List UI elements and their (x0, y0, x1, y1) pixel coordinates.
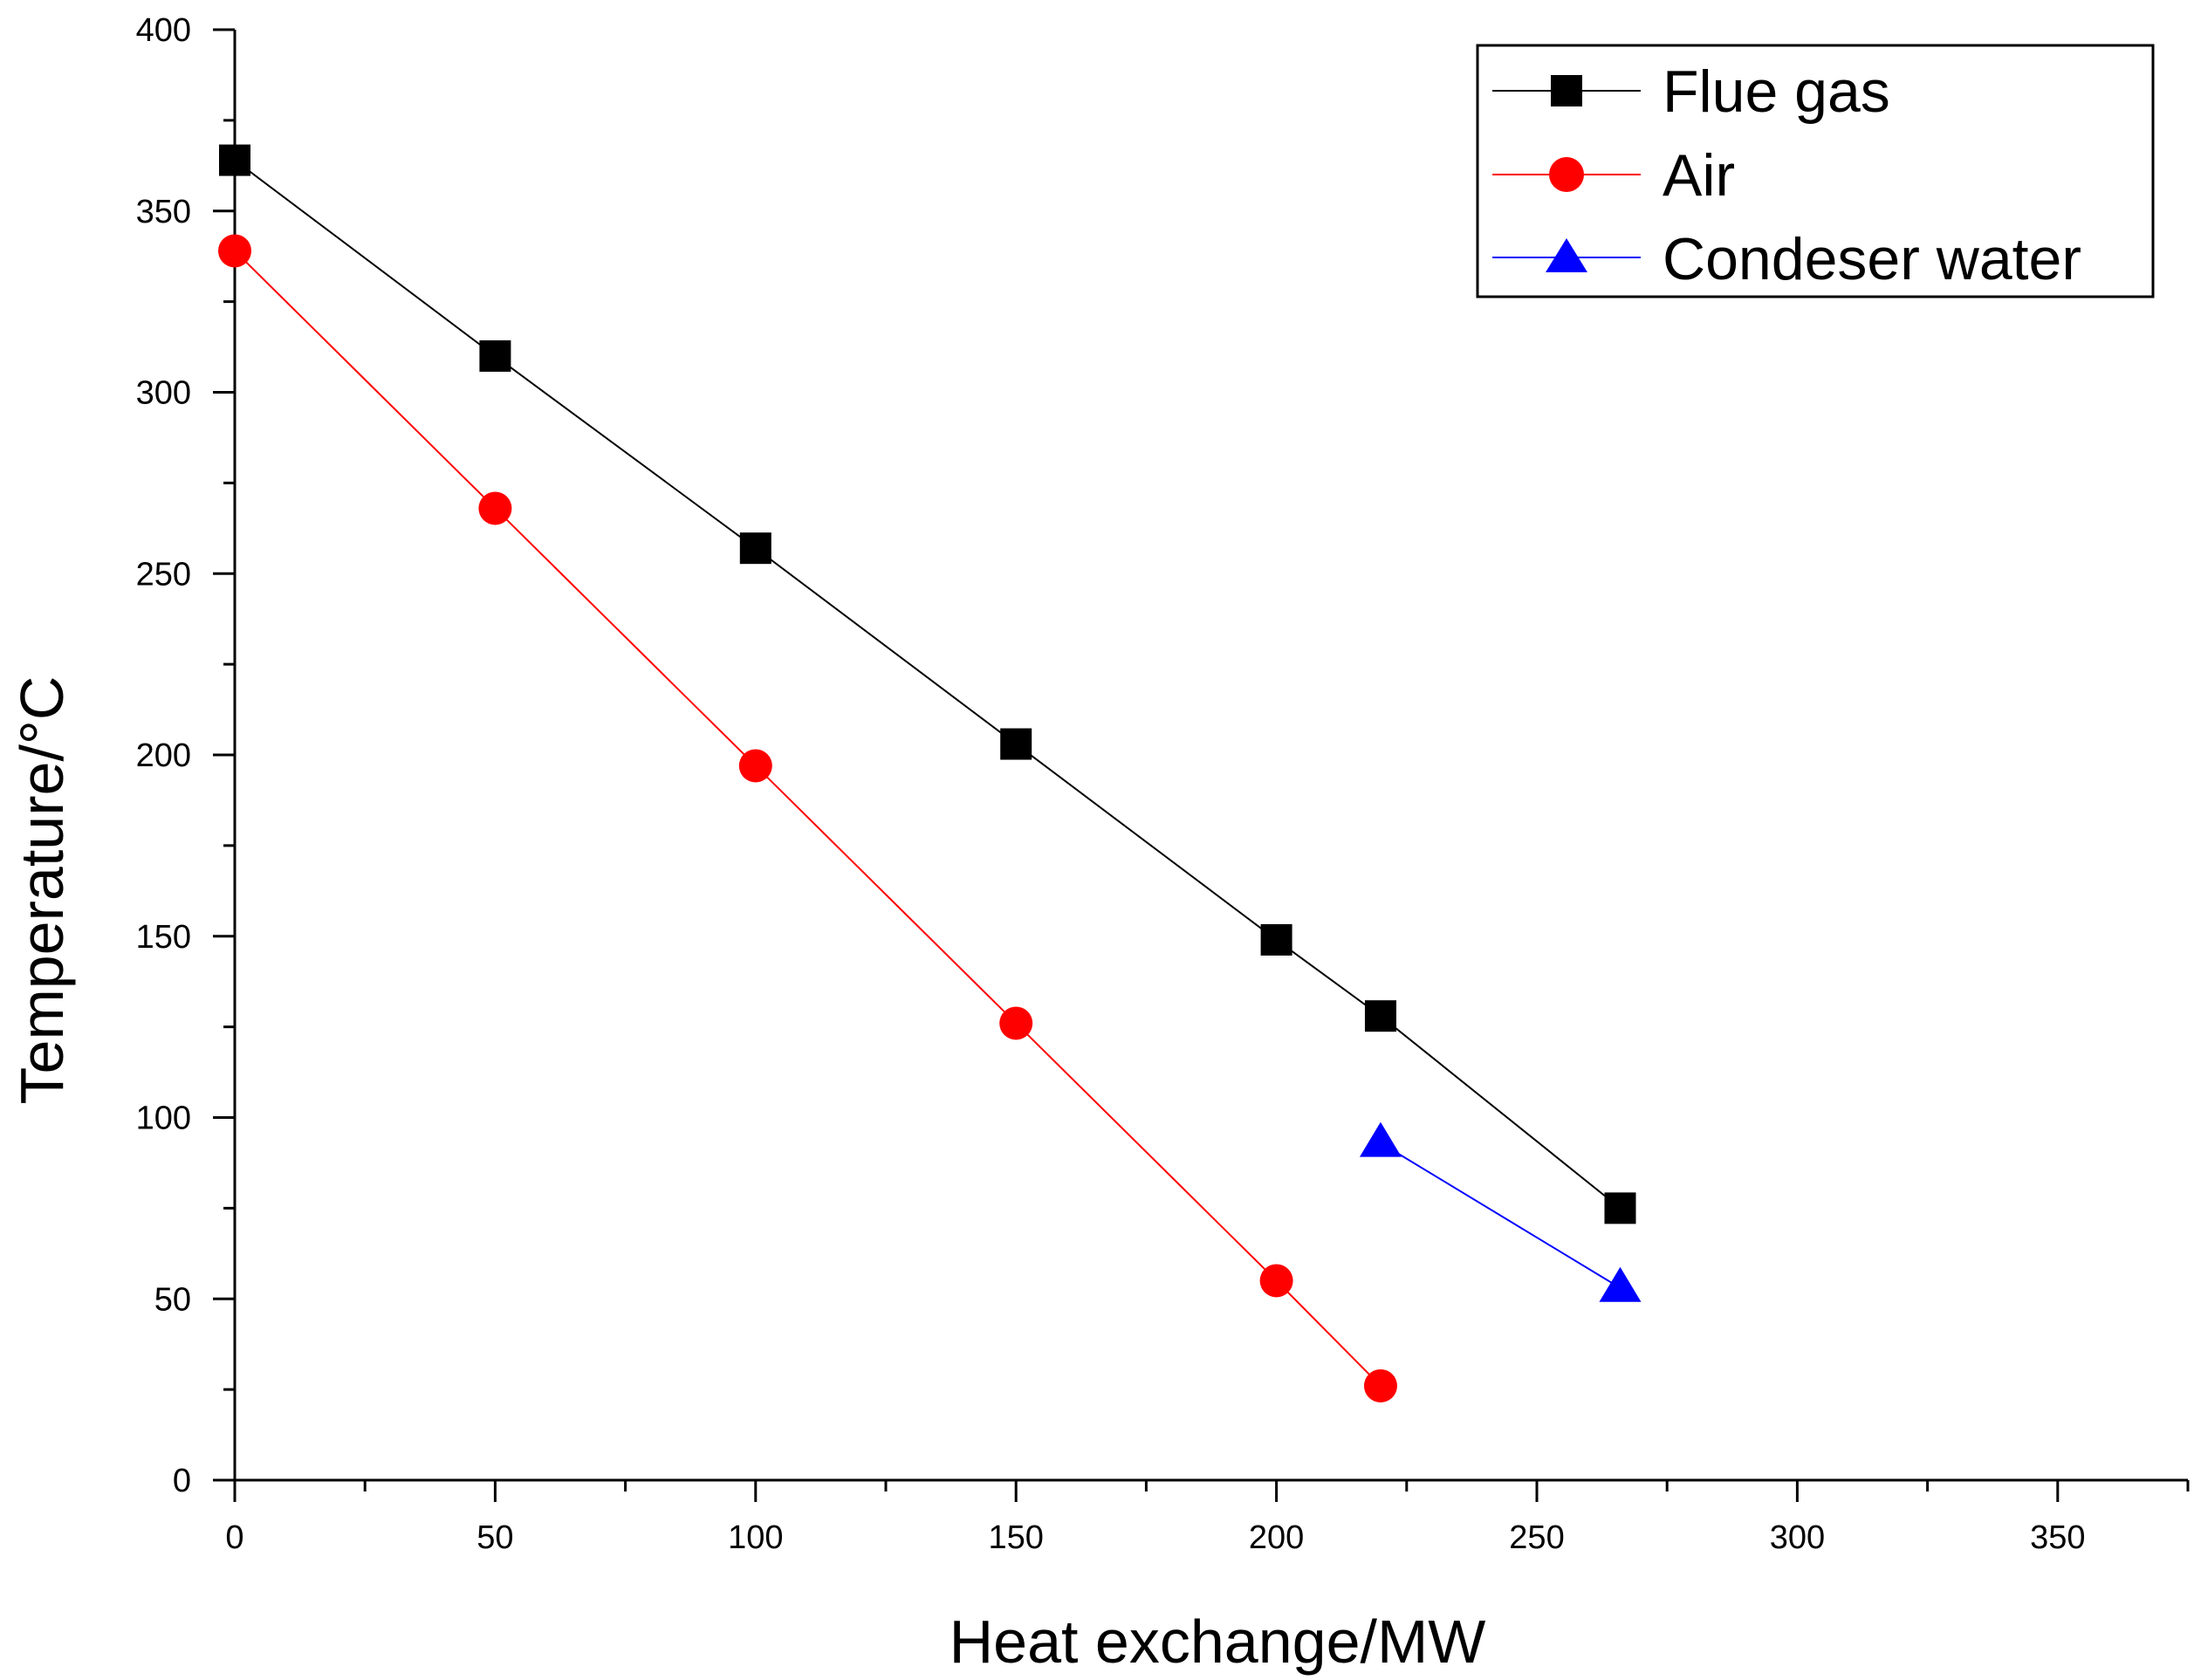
data-point-flue-gas (1604, 1192, 1636, 1224)
legend: Flue gas Air Condeser water (1476, 44, 2155, 298)
legend-entry-flue-gas: Flue gas (1492, 58, 1890, 125)
y-tick-label: 200 (136, 737, 191, 774)
y-axis-title: Temperature/°C (8, 676, 76, 1105)
data-point-air (738, 749, 772, 783)
legend-marker-flue-gas (1551, 75, 1582, 106)
data-point-flue-gas (1364, 1000, 1396, 1032)
data-point-air (218, 234, 251, 268)
x-tick-label: 200 (1249, 1519, 1304, 1556)
data-point-air (1363, 1368, 1397, 1402)
axes: 0 50 100 150 200 250 300 350 400 0 50 100 150 200 250 3… (136, 12, 2190, 1556)
legend-entry-condeser-water: Condeser water (1492, 226, 2081, 292)
legend-marker-condeser-water (1546, 238, 1587, 272)
data-point-condeser-water (1599, 1266, 1642, 1302)
data-point-air (478, 491, 512, 525)
x-tick-label: 250 (1509, 1519, 1564, 1556)
data-point-air (999, 1006, 1033, 1040)
legend-label-condeser-water: Condeser water (1663, 226, 2081, 292)
legend-entry-air: Air (1492, 142, 1735, 209)
y-tick-label: 0 (173, 1463, 191, 1499)
y-tick-label: 300 (136, 375, 191, 412)
series-lines (234, 159, 1622, 1387)
y-tick-label: 350 (136, 194, 191, 230)
x-tick-label: 50 (477, 1519, 513, 1556)
x-tick-label: 0 (225, 1519, 243, 1556)
x-axis-title: Heat exchange/MW (950, 1608, 1486, 1676)
data-point-condeser-water (1359, 1121, 1402, 1157)
y-tick-label: 50 (154, 1281, 191, 1318)
x-tick-label: 300 (1770, 1519, 1825, 1556)
data-point-flue-gas (479, 339, 511, 372)
legend-label-air: Air (1663, 142, 1735, 209)
x-tick-label: 150 (988, 1519, 1043, 1556)
legend-marker-air (1549, 157, 1584, 192)
data-point-air (1259, 1264, 1293, 1298)
series-line-flue-gas (234, 159, 1622, 1210)
data-point-flue-gas (1260, 923, 1292, 956)
y-tick-label: 150 (136, 919, 191, 956)
x-tick-label: 100 (728, 1519, 783, 1556)
y-tick-label: 250 (136, 556, 191, 593)
series-line-condeser-water (1380, 1142, 1622, 1289)
x-tick-label: 350 (2030, 1519, 2085, 1556)
data-point-flue-gas (739, 532, 771, 565)
legend-box (1476, 44, 2155, 298)
y-tick-label: 100 (136, 1101, 191, 1137)
y-tick-label: 400 (136, 12, 191, 49)
series-markers (218, 144, 1642, 1402)
legend-label-flue-gas: Flue gas (1663, 58, 1890, 125)
data-point-flue-gas (219, 144, 250, 176)
series-line-air (234, 250, 1382, 1387)
data-point-flue-gas (1000, 728, 1032, 760)
